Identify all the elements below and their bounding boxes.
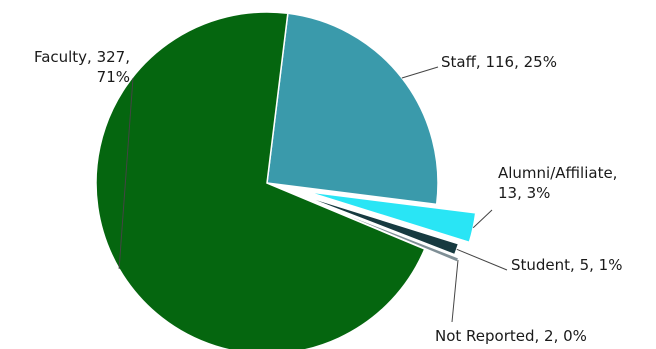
slice-label: Faculty, 327, 71% [34,48,130,86]
pie-slice-staff [266,12,439,206]
slice-label: Alumni/Affiliate, 13, 3% [498,164,617,202]
leader-line [472,209,493,229]
leader-lines [118,66,508,323]
leader-line [401,66,439,79]
slice-labels: Staff, 116, 25% Alumni/Affiliate, 13, 3% St… [34,48,623,345]
slice-label: Not Reported, 2, 0% [435,327,587,345]
pie-slice-student [295,192,460,256]
slice-label: Student, 5, 1% [511,256,622,274]
pie-slice-faculty [95,11,426,349]
slice-label: Staff, 116, 25% [441,53,557,71]
leader-line [118,77,134,269]
leader-line [451,260,459,323]
leader-line [456,248,508,271]
pie-slices [95,11,477,349]
